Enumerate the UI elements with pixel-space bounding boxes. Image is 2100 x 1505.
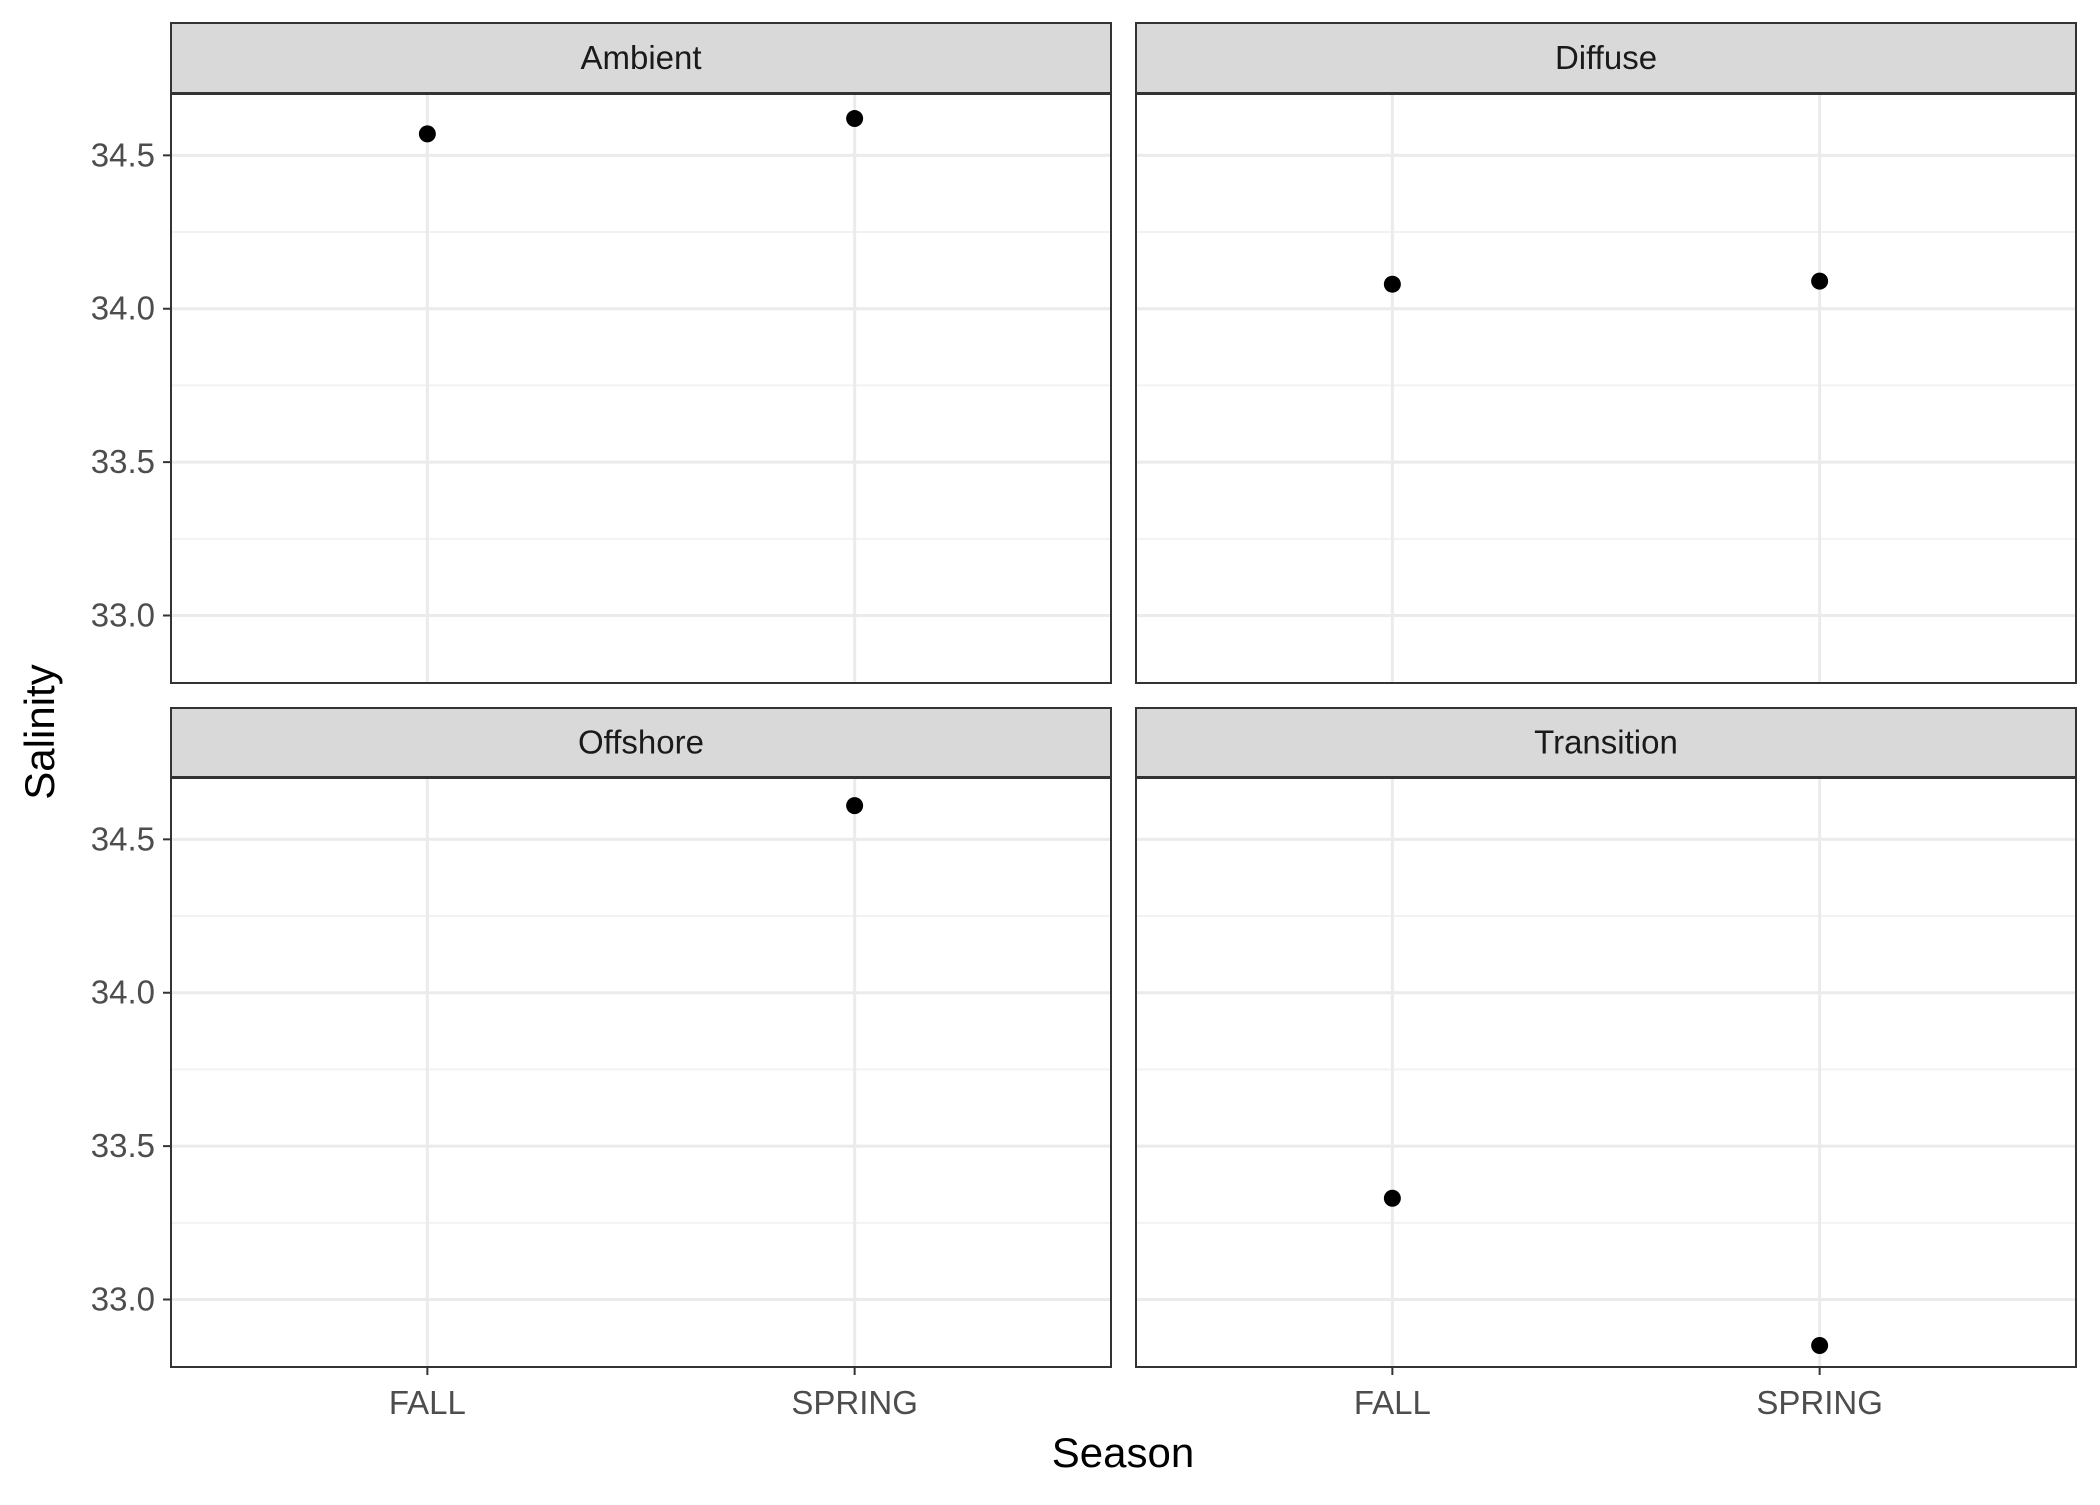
y-tick-label: 33.5	[91, 443, 155, 480]
strip-background	[170, 22, 1112, 94]
strip-background	[1135, 707, 2077, 778]
x-tick-label-fall: FALL	[389, 1384, 466, 1421]
y-tick-label: 34.0	[91, 290, 155, 327]
point-ambient-fall	[418, 125, 436, 143]
panel-background	[171, 94, 1111, 683]
y-tick-label: 34.5	[91, 820, 155, 857]
x-tick-label-spring: SPRING	[791, 1384, 918, 1421]
point-transition-spring	[1811, 1337, 1829, 1355]
strip-label-ambient: Ambient	[580, 39, 701, 76]
facet-transition: Transition FALL SPRING	[1135, 707, 2077, 1421]
y-tick-label: 34.5	[91, 136, 155, 173]
panel-background	[1136, 778, 2076, 1367]
y-tick-label: 33.5	[91, 1127, 155, 1164]
x-tick-label-fall: FALL	[1354, 1384, 1431, 1421]
strip-background	[170, 707, 1112, 778]
point-transition-fall	[1383, 1189, 1401, 1207]
point-diffuse-fall	[1383, 275, 1401, 293]
y-tick-label: 33.0	[91, 1281, 155, 1318]
facet-diffuse: Diffuse	[1135, 22, 2077, 684]
strip-label-transition: Transition	[1534, 724, 1678, 761]
y-tick-label: 34.0	[91, 974, 155, 1011]
point-ambient-spring	[846, 110, 864, 128]
panel-background	[1136, 94, 2076, 683]
strip-label-diffuse: Diffuse	[1555, 39, 1657, 76]
panel-background	[171, 778, 1111, 1367]
strip-background	[1135, 22, 2077, 94]
facet-offshore: Offshore 33.0 33.5 34.0 34.5 FALL SPRING	[91, 707, 1112, 1421]
facet-ambient: Ambient 33.0 33.5 34.0 34.5	[91, 22, 1112, 684]
x-axis-title: Season	[1052, 1429, 1194, 1476]
y-axis-title: Salinity	[16, 664, 63, 799]
y-tick-label: 33.0	[91, 597, 155, 634]
x-tick-label-spring: SPRING	[1756, 1384, 1883, 1421]
point-offshore-spring	[846, 797, 864, 815]
strip-label-offshore: Offshore	[578, 724, 704, 761]
point-diffuse-spring	[1811, 272, 1829, 290]
